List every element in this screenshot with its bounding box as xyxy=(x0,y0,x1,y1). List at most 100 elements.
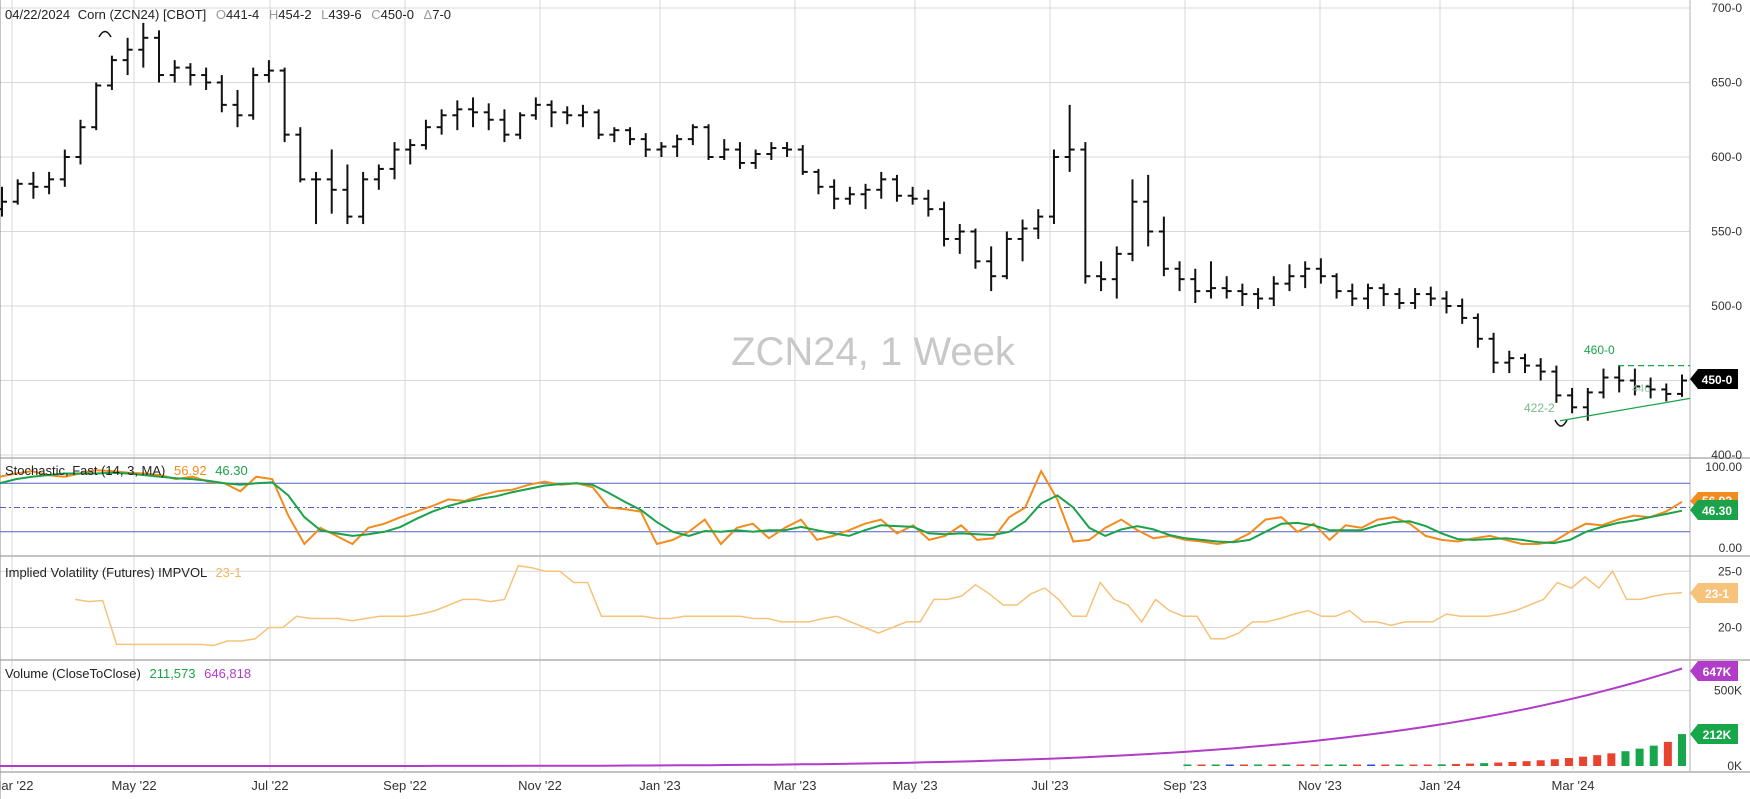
volume-bars xyxy=(0,667,1686,767)
x-tick-label: Mar '22 xyxy=(0,778,33,793)
iv-series-line xyxy=(74,564,1683,647)
volume-bar xyxy=(1466,763,1475,766)
price-bar xyxy=(452,100,463,131)
price-bar xyxy=(138,22,149,68)
volume-bar xyxy=(1621,751,1630,766)
price-bar xyxy=(1237,283,1248,306)
price-bar xyxy=(1488,332,1499,374)
price-bar xyxy=(28,171,39,199)
header-name: Corn (ZCN24) [CBOT] xyxy=(78,7,207,22)
price-bar xyxy=(593,109,604,140)
volume-y-tick: 0K xyxy=(1727,759,1742,773)
price-bar xyxy=(389,142,400,180)
x-tick-label: Sep '23 xyxy=(1163,778,1207,793)
x-tick-label: Mar '23 xyxy=(774,778,817,793)
stoch-k-line xyxy=(0,468,1683,546)
volume-bar xyxy=(1381,764,1390,766)
x-tick-labels: Mar '22 May '22 Jul '22 Sep '22 Nov '22 Jan '… xyxy=(0,778,1594,793)
iv-y-tick: 25-0 xyxy=(1718,564,1742,578)
header-open-label: O xyxy=(216,7,226,22)
x-tick-label: Jul '23 xyxy=(1031,778,1068,793)
volume-purple-badge: 647K xyxy=(1690,661,1738,681)
price-bar xyxy=(405,139,416,165)
price-bar xyxy=(907,186,918,205)
x-tick-label: May '23 xyxy=(892,778,937,793)
price-bar xyxy=(342,164,353,225)
header-low: 439-6 xyxy=(328,7,361,22)
price-bar xyxy=(656,142,667,157)
support-trendline xyxy=(1559,397,1691,422)
price-bar xyxy=(515,112,526,140)
price-bar xyxy=(891,174,902,202)
volume-value-2: 646,818 xyxy=(204,666,251,681)
price-bar xyxy=(782,142,793,157)
price-bar xyxy=(1315,258,1326,284)
price-bar xyxy=(562,106,573,125)
volume-bar xyxy=(1310,764,1319,766)
volume-bar xyxy=(1522,761,1531,766)
watermark: ZCN24, 1 Week xyxy=(731,330,1016,374)
price-bar xyxy=(1300,261,1311,289)
price-bar xyxy=(1410,288,1421,309)
price-bar xyxy=(1425,286,1436,306)
price-bar xyxy=(609,127,620,143)
price-bar xyxy=(1347,283,1358,306)
price-bar xyxy=(1158,216,1169,277)
price-bar xyxy=(530,97,541,120)
price-bar xyxy=(734,142,745,169)
inner-label: 446 xyxy=(1632,383,1650,395)
volume-bar xyxy=(1423,764,1432,766)
price-bar xyxy=(577,104,588,128)
price-bar xyxy=(640,133,651,157)
x-tick-label: Jan '24 xyxy=(1419,778,1461,793)
price-bar xyxy=(1551,365,1562,403)
price-bar xyxy=(1205,261,1216,299)
price-bar xyxy=(1598,368,1609,399)
price-y-tick: 700-0 xyxy=(1711,1,1742,15)
price-bar xyxy=(185,63,196,86)
gridlines xyxy=(0,0,1690,770)
price-bar xyxy=(358,171,369,225)
price-bar xyxy=(106,55,117,90)
price-bar xyxy=(75,119,86,165)
volume-bar xyxy=(1451,763,1460,766)
price-bar xyxy=(1111,246,1122,299)
price-bar xyxy=(279,67,290,143)
price-bar xyxy=(420,119,431,150)
x-tick-label: Mar '24 xyxy=(1552,778,1595,793)
price-bar xyxy=(797,145,808,175)
last-price-badge-text: 450-0 xyxy=(1702,373,1733,387)
price-bar xyxy=(1033,209,1044,239)
volume-bar xyxy=(1197,764,1206,766)
stoch-d-badge: 46.30 xyxy=(1690,500,1738,520)
price-bar xyxy=(1174,261,1185,292)
price-bar xyxy=(1080,142,1091,284)
stoch-y-tick: 100.00 xyxy=(1705,460,1742,474)
header-date: 04/22/2024 xyxy=(5,7,70,22)
price-bar xyxy=(0,186,7,217)
price-bar xyxy=(263,60,274,83)
x-tick-label: Nov '22 xyxy=(518,778,562,793)
volume-bar xyxy=(1480,763,1489,766)
header-change: 7-0 xyxy=(432,7,451,22)
price-bar xyxy=(719,139,730,160)
price-bar xyxy=(1127,179,1138,262)
price-bar xyxy=(1472,313,1483,348)
price-bar xyxy=(201,67,212,90)
volume-bar xyxy=(1494,762,1503,766)
volume-bar xyxy=(1635,748,1644,766)
price-bar xyxy=(970,228,981,269)
volume-bar xyxy=(1268,764,1277,766)
price-bar xyxy=(44,171,55,195)
price-bar xyxy=(499,109,510,143)
price-bar xyxy=(12,179,23,205)
price-bar xyxy=(468,97,479,128)
stoch-y-tick: 0.00 xyxy=(1719,541,1743,555)
price-header: 04/22/2024 Corn (ZCN24) [CBOT] O441-4 H4… xyxy=(5,7,451,22)
price-bar xyxy=(248,67,259,120)
volume-purple-badge-text: 647K xyxy=(1703,665,1732,679)
volume-value-1: 211,573 xyxy=(149,666,195,681)
volume-bar xyxy=(1211,764,1220,766)
volume-bar xyxy=(1550,759,1559,766)
